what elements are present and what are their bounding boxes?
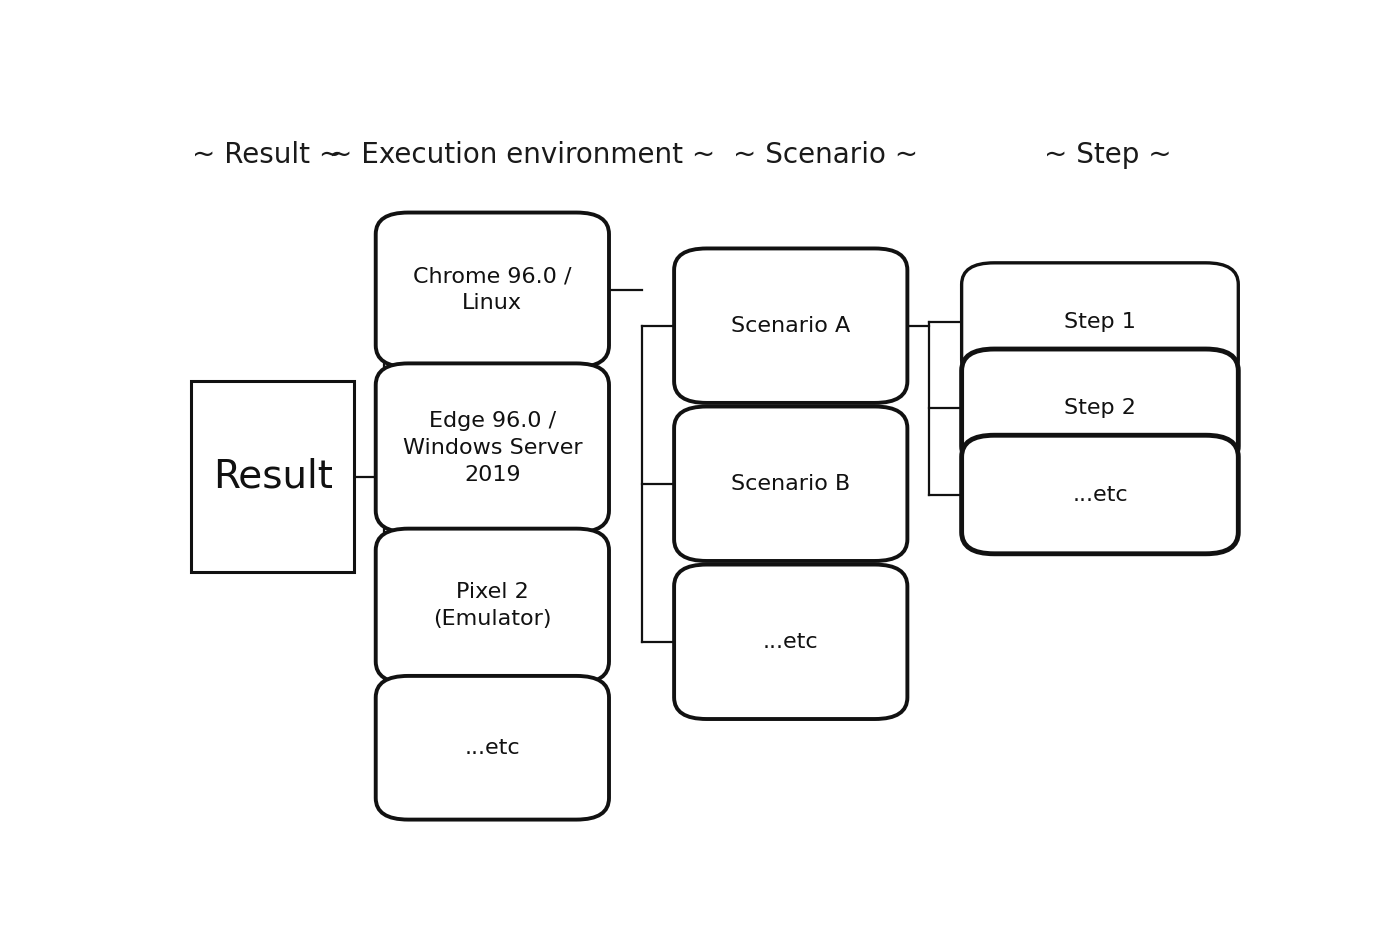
Text: Step 1: Step 1 — [1064, 313, 1135, 332]
FancyBboxPatch shape — [673, 407, 907, 561]
Text: Pixel 2
(Emulator): Pixel 2 (Emulator) — [433, 582, 552, 630]
Text: Scenario B: Scenario B — [731, 474, 850, 494]
Text: ...etc: ...etc — [1072, 484, 1128, 505]
Text: Step 2: Step 2 — [1064, 398, 1135, 418]
Text: ~ Result ~: ~ Result ~ — [192, 141, 343, 169]
Text: Chrome 96.0 /
Linux: Chrome 96.0 / Linux — [413, 266, 571, 313]
FancyBboxPatch shape — [192, 382, 354, 572]
FancyBboxPatch shape — [673, 564, 907, 719]
FancyBboxPatch shape — [962, 263, 1238, 382]
Text: Result: Result — [213, 457, 333, 495]
Text: ...etc: ...etc — [763, 632, 819, 652]
Text: ~ Scenario ~: ~ Scenario ~ — [734, 141, 918, 169]
FancyBboxPatch shape — [673, 248, 907, 403]
FancyBboxPatch shape — [375, 529, 609, 683]
Text: Scenario A: Scenario A — [731, 315, 850, 336]
FancyBboxPatch shape — [962, 349, 1238, 467]
Text: ~ Step ~: ~ Step ~ — [1044, 141, 1172, 169]
FancyBboxPatch shape — [375, 364, 609, 532]
Text: ...etc: ...etc — [465, 738, 521, 758]
Text: ~ Execution environment ~: ~ Execution environment ~ — [329, 141, 715, 169]
Text: Edge 96.0 /
Windows Server
2019: Edge 96.0 / Windows Server 2019 — [403, 411, 582, 485]
FancyBboxPatch shape — [962, 435, 1238, 554]
FancyBboxPatch shape — [375, 675, 609, 819]
FancyBboxPatch shape — [375, 213, 609, 367]
